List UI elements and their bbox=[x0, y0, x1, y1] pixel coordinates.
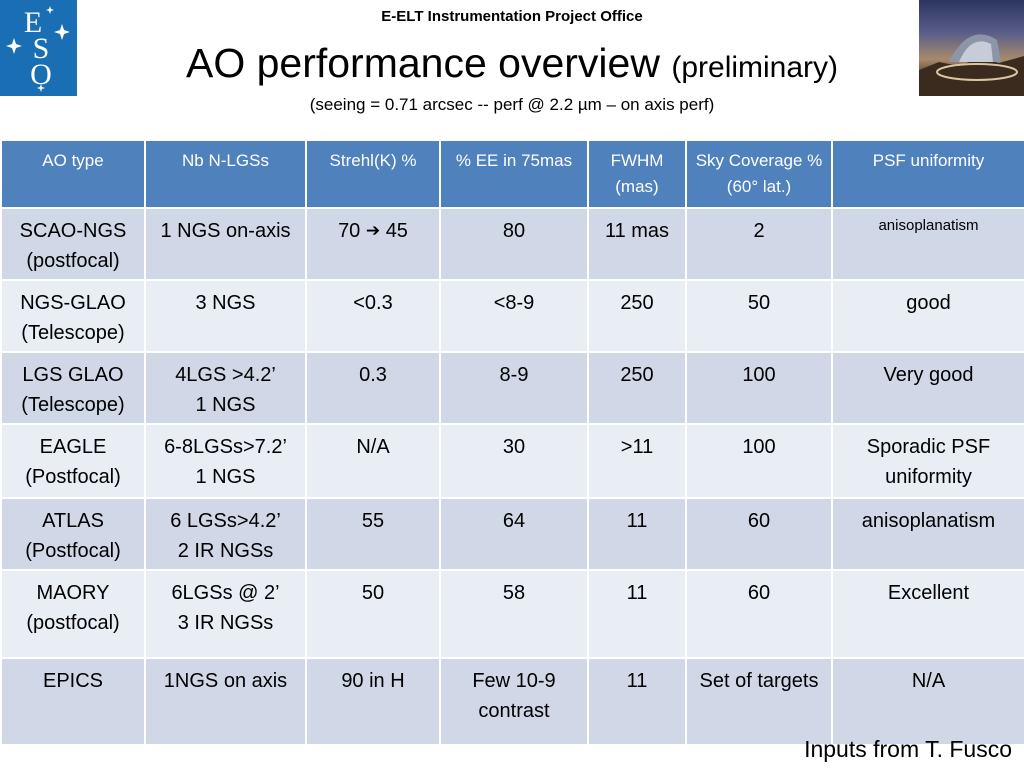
cell-ao-type: MAORY (postfocal) bbox=[0, 569, 146, 659]
cell-psf-uniformity: Excellent bbox=[831, 569, 1024, 659]
strehl-to: 45 bbox=[385, 220, 408, 242]
page-subtitle: (seeing = 0.71 arcsec -- perf @ 2.2 µm –… bbox=[309, 95, 715, 114]
cell-fwhm: 11 bbox=[587, 497, 687, 571]
cell-ao-type: LGS GLAO (Telescope) bbox=[0, 351, 146, 425]
cell-ee: 80 bbox=[439, 207, 589, 281]
cell-nb-lgs: 3 NGS bbox=[144, 279, 307, 353]
credit-text: Inputs from T. Fusco bbox=[804, 736, 1012, 762]
nb-line-2: 3 IR NGSs bbox=[177, 612, 274, 634]
column-header: % EE in 75mas bbox=[439, 139, 589, 209]
strehl-from: 70 bbox=[338, 220, 361, 242]
cell-ao-type: NGS-GLAO (Telescope) bbox=[0, 279, 146, 353]
cell-sky-coverage: 100 bbox=[685, 423, 833, 499]
cell-fwhm: >11 bbox=[587, 423, 687, 499]
cell-ee: <8-9 bbox=[439, 279, 589, 353]
cell-nb-lgs: 1NGS on axis bbox=[144, 657, 307, 746]
column-header: Strehl(K) % bbox=[305, 139, 441, 209]
column-header: Sky Coverage % (60° lat.) bbox=[685, 139, 833, 209]
column-header: AO type bbox=[0, 139, 146, 209]
cell-ao-type: EPICS bbox=[0, 657, 146, 746]
cell-strehl: 0.3 bbox=[305, 351, 441, 425]
cell-strehl: <0.3 bbox=[305, 279, 441, 353]
cell-sky-coverage: 2 bbox=[685, 207, 833, 281]
cell-strehl: 55 bbox=[305, 497, 441, 571]
cell-fwhm: 11 bbox=[587, 569, 687, 659]
svg-text:S: S bbox=[33, 32, 50, 65]
cell-strehl: 70 ➔ 45 bbox=[305, 207, 441, 281]
cell-psf-uniformity: anisoplanatism bbox=[831, 497, 1024, 571]
arrow-right-icon: ➔ bbox=[365, 221, 381, 240]
cell-ee: Few 10-9 contrast bbox=[439, 657, 589, 746]
ao-performance-table: AO type Nb N-LGSs Strehl(K) % % EE in 75… bbox=[0, 139, 1024, 746]
nb-line-2: 2 IR NGSs bbox=[177, 540, 274, 562]
cell-fwhm: 11 mas bbox=[587, 207, 687, 281]
eso-logo: E S O bbox=[0, 0, 77, 96]
cell-psf-uniformity: anisoplanatism bbox=[831, 207, 1024, 281]
nb-line-1: 6 LGSs>4.2’ bbox=[170, 510, 281, 532]
cell-nb-lgs: 6 LGSs>4.2’ 2 IR NGSs bbox=[144, 497, 307, 571]
cell-nb-lgs: 1 NGS on-axis bbox=[144, 207, 307, 281]
cell-psf-uniformity: N/A bbox=[831, 657, 1024, 746]
cell-ao-type: ATLAS (Postfocal) bbox=[0, 497, 146, 571]
svg-text:E: E bbox=[24, 6, 42, 39]
cell-sky-coverage: 100 bbox=[685, 351, 833, 425]
cell-sky-coverage: 60 bbox=[685, 569, 833, 659]
cell-sky-coverage: 50 bbox=[685, 279, 833, 353]
telescope-photo bbox=[919, 0, 1024, 96]
table-row: MAORY (postfocal) 6LGSs @ 2’ 3 IR NGSs 50… bbox=[0, 569, 1024, 659]
table-row: EAGLE (Postfocal) 6-8LGSs>7.2’ 1 NGS N/A … bbox=[0, 423, 1024, 499]
cell-fwhm: 250 bbox=[587, 351, 687, 425]
cell-nb-lgs: 6-8LGSs>7.2’ 1 NGS bbox=[144, 423, 307, 499]
cell-psf-uniformity: Very good bbox=[831, 351, 1024, 425]
table-row: LGS GLAO (Telescope) 4LGS >4.2’ 1 NGS 0.3… bbox=[0, 351, 1024, 425]
cell-ee: 64 bbox=[439, 497, 589, 571]
table-row: ATLAS (Postfocal) 6 LGSs>4.2’ 2 IR NGSs 5… bbox=[0, 497, 1024, 571]
nb-line-1: 4LGS >4.2’ bbox=[175, 364, 276, 386]
project-office-label: E-ELT Instrumentation Project Office bbox=[381, 8, 643, 25]
cell-nb-lgs: 6LGSs @ 2’ 3 IR NGSs bbox=[144, 569, 307, 659]
cell-strehl: 50 bbox=[305, 569, 441, 659]
nb-line-2: 1 NGS bbox=[195, 394, 256, 416]
cell-ao-type: SCAO-NGS (postfocal) bbox=[0, 207, 146, 281]
cell-psf-uniformity: Sporadic PSF uniformity bbox=[831, 423, 1024, 499]
cell-strehl: N/A bbox=[305, 423, 441, 499]
cell-psf-uniformity: good bbox=[831, 279, 1024, 353]
cell-ee: 8-9 bbox=[439, 351, 589, 425]
cell-ee: 30 bbox=[439, 423, 589, 499]
cell-fwhm: 250 bbox=[587, 279, 687, 353]
table-row: NGS-GLAO (Telescope) 3 NGS <0.3 <8-9 250… bbox=[0, 279, 1024, 353]
column-header: Nb N-LGSs bbox=[144, 139, 307, 209]
cell-sky-coverage: 60 bbox=[685, 497, 833, 571]
nb-line-1: 6-8LGSs>7.2’ bbox=[164, 436, 287, 458]
page-title: AO performance overview (preliminary) bbox=[0, 40, 1024, 91]
table-row: EPICS 1NGS on axis 90 in H Few 10-9 cont… bbox=[0, 657, 1024, 746]
cell-sky-coverage: Set of targets bbox=[685, 657, 833, 746]
column-header: PSF uniformity bbox=[831, 139, 1024, 209]
nb-line-2: 1 NGS bbox=[195, 466, 256, 488]
svg-text:O: O bbox=[30, 58, 52, 91]
cell-nb-lgs: 4LGS >4.2’ 1 NGS bbox=[144, 351, 307, 425]
cell-fwhm: 11 bbox=[587, 657, 687, 746]
cell-ao-type: EAGLE (Postfocal) bbox=[0, 423, 146, 499]
table-header-row: AO type Nb N-LGSs Strehl(K) % % EE in 75… bbox=[0, 139, 1024, 209]
title-preliminary: (preliminary) bbox=[671, 51, 839, 84]
nb-line-1: 6LGSs @ 2’ bbox=[171, 582, 280, 604]
cell-strehl: 90 in H bbox=[305, 657, 441, 746]
title-main: AO performance overview bbox=[185, 40, 660, 86]
table-row: SCAO-NGS (postfocal) 1 NGS on-axis 70 ➔ … bbox=[0, 207, 1024, 281]
cell-ee: 58 bbox=[439, 569, 589, 659]
column-header: FWHM (mas) bbox=[587, 139, 687, 209]
